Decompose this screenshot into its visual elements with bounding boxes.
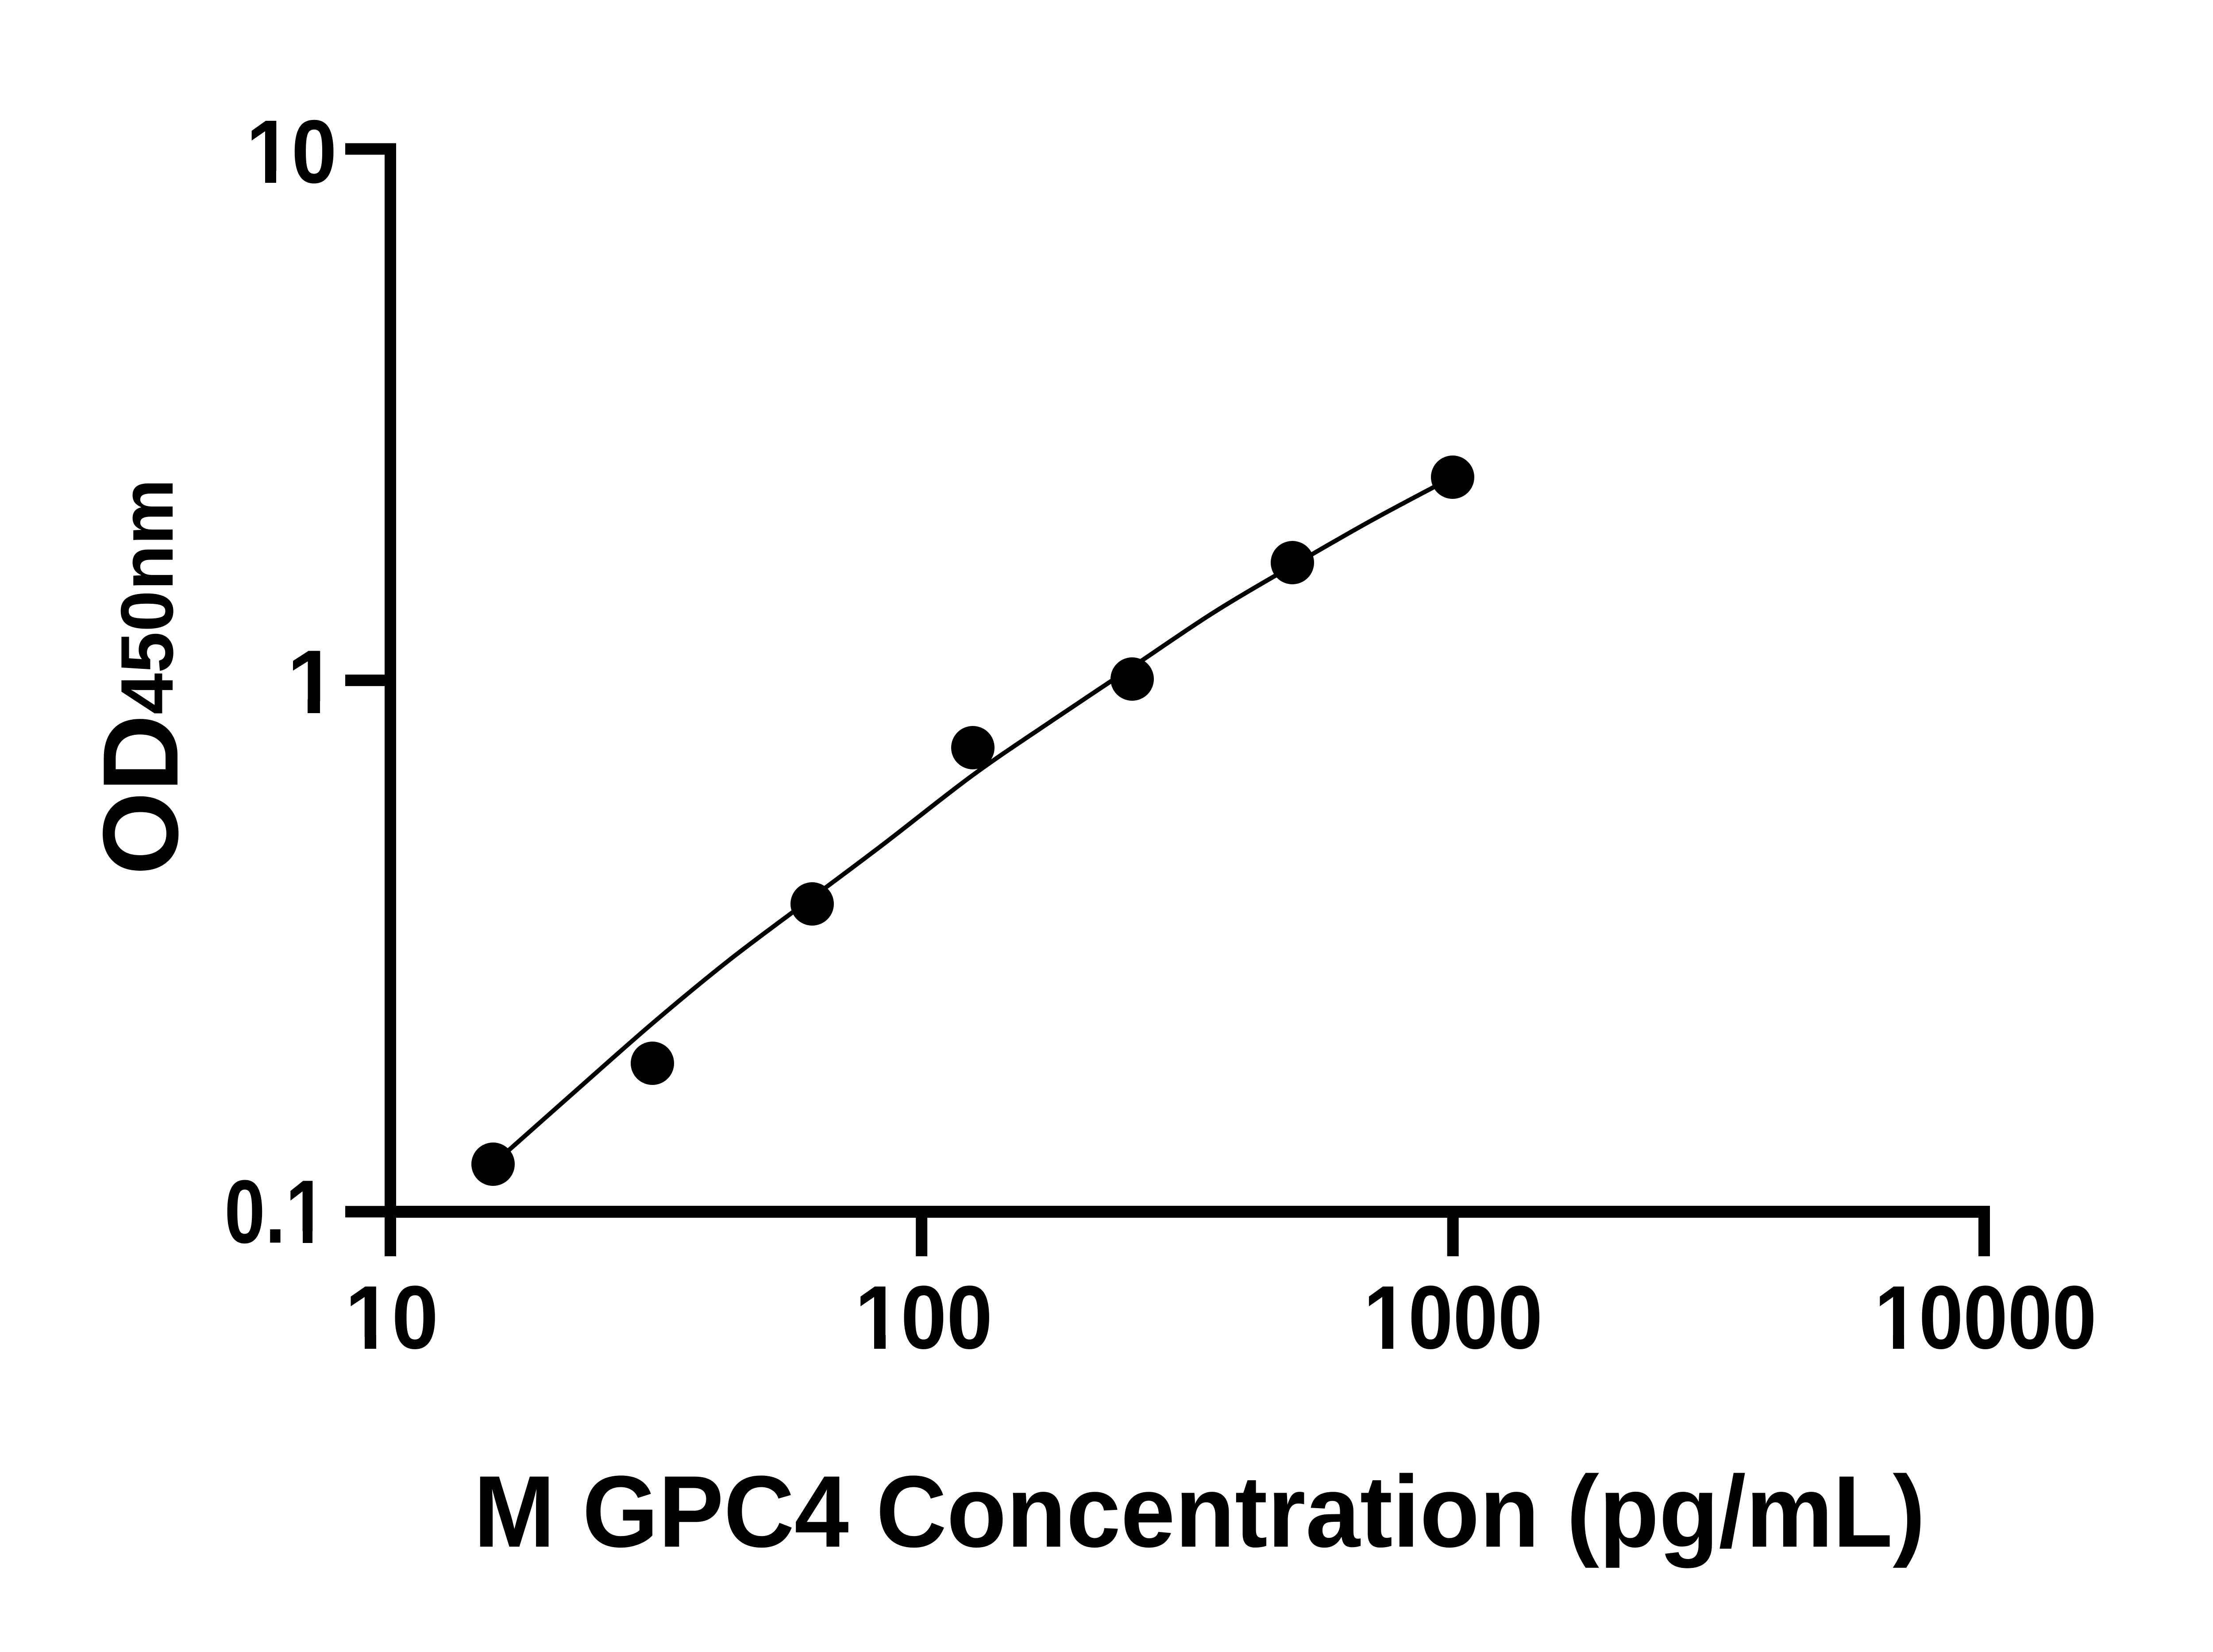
- svg-text:1000: 1000: [1364, 1267, 1543, 1368]
- svg-text:10: 10: [345, 1267, 439, 1368]
- svg-text:10: 10: [246, 102, 337, 202]
- svg-text:0.1: 0.1: [224, 1162, 326, 1262]
- svg-text:10000: 10000: [1874, 1267, 2097, 1368]
- svg-text:100: 100: [855, 1267, 993, 1368]
- svg-text:1: 1: [287, 632, 337, 732]
- svg-text:M GPC4 Concentration (pg/mL): M GPC4 Concentration (pg/mL): [474, 1455, 1925, 1568]
